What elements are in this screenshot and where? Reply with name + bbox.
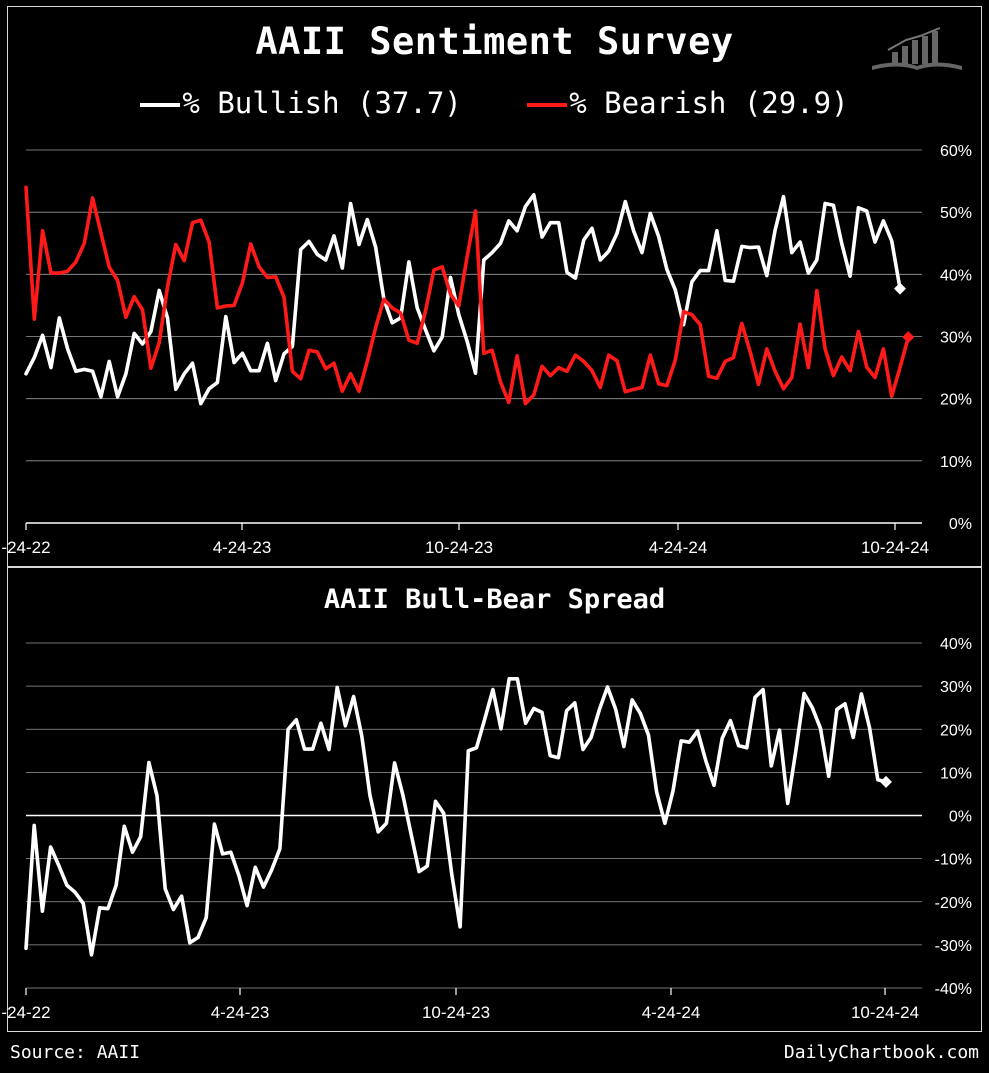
legend-item-bullish: % Bullish (37.7) (140, 86, 462, 120)
source-note: Source: AAII (10, 1042, 141, 1063)
legend-label-bearish: % Bearish (29.9) (569, 86, 849, 120)
spread-spread-line (24, 676, 888, 957)
spread-x-tick-label: 10-24-24 (851, 1003, 919, 1022)
sentiment-y-tick-label: 40% (940, 267, 972, 284)
spread-y-tick-label: -10% (935, 852, 972, 869)
spread-y-tick-label: -20% (935, 895, 972, 912)
sentiment-y-tick-label: 50% (940, 205, 972, 222)
sentiment-bullish-end-marker (894, 282, 906, 295)
spread-spread-end-marker (880, 775, 892, 788)
sentiment-x-tick-label: 4-24-24 (649, 538, 708, 557)
sentiment-y-tick-label: 30% (940, 330, 972, 347)
sentiment-x-tick-label: 10-24-24 (861, 538, 929, 557)
sentiment-x-tick-label: 4-24-23 (213, 538, 272, 557)
sentiment-bullish-line (24, 193, 902, 406)
bearish-swatch (527, 103, 568, 107)
spread-y-tick-label: 20% (940, 722, 972, 739)
sentiment-x-tick-label: 10-24-23 (425, 538, 493, 557)
spread-x-tick-label: 4-24-23 (211, 1003, 270, 1022)
sentiment-y-tick-label: 10% (940, 454, 972, 471)
spread-y-tick-label: 40% (940, 636, 972, 653)
sentiment-x-tick-label: -24-22 (1, 538, 50, 557)
sentiment-panel-frame (7, 6, 982, 567)
spread-y-tick-label: -40% (935, 981, 972, 998)
spread-x-tick-label: -24-22 (1, 1003, 50, 1022)
legend: % Bullish (37.7) % Bearish (29.9) (0, 86, 989, 120)
sentiment-chart: 0% 10% 20% 30% 40% 50% 60% -24-22 4-24-23 10-24-2… (1, 143, 972, 557)
spread-y-tick-label: 0% (949, 809, 972, 826)
sentiment-y-tick-label: 0% (949, 516, 972, 533)
bullish-swatch (140, 103, 181, 107)
spread-x-tick-label: 10-24-23 (422, 1003, 490, 1022)
spread-x-tick-label: 4-24-24 (642, 1003, 701, 1022)
spread-chart-title: AAII Bull-Bear Spread (323, 584, 666, 615)
chart-title: AAII Sentiment Survey (255, 20, 734, 63)
brand-credit: DailyChartbook.com (783, 1042, 979, 1063)
spread-y-tick-label: 30% (940, 679, 972, 696)
spread-y-tick-label: -30% (935, 938, 972, 955)
sentiment-y-tick-label: 60% (940, 143, 972, 160)
chart-logo-icon (872, 27, 962, 70)
legend-label-bullish: % Bullish (37.7) (182, 86, 462, 120)
sentiment-bearish-line (24, 185, 911, 406)
sentiment-y-tick-label: 20% (940, 392, 972, 409)
legend-item-bearish: % Bearish (29.9) (527, 86, 849, 120)
sentiment-bearish-end-marker (902, 331, 915, 344)
spread-y-tick-label: 10% (940, 765, 972, 782)
spread-panel-frame (7, 567, 982, 1032)
